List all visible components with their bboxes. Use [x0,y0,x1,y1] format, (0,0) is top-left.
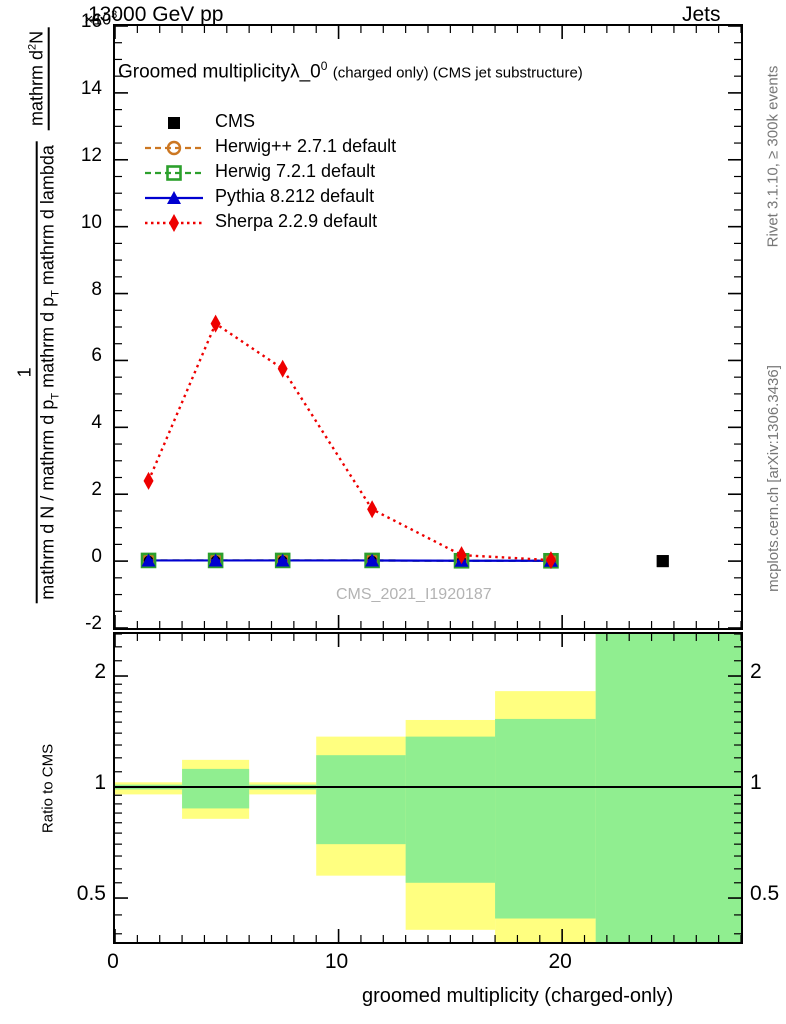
main-plot-panel [113,24,743,630]
ratio-plot-canvas [115,634,741,942]
main-y-tick-label: 2 [91,479,102,501]
ratio-y-tick-label-right: 0.5 [750,882,780,906]
ratio-green-band [182,768,250,809]
legend-item[interactable]: Herwig 7.2.1 default [143,160,473,185]
x-tick-label: 0 [107,950,119,973]
ratio-y-tick-label: 2 [94,660,106,684]
legend-label: Sherpa 2.2.9 default [215,211,378,231]
legend-label: Herwig++ 2.7.1 default [215,136,397,156]
main-y-axis-label: 1 mathrm d N / mathrm d pT mathrm d pT m… [15,15,62,615]
main-y-tick-label: 6 [91,345,102,367]
ratio-y-tick-label-right: 2 [750,660,762,684]
analysis-id-watermark: CMS_2021_I1920187 [336,586,492,603]
main-y-tick-label: 16 [80,11,102,32]
legend-item[interactable]: Sherpa 2.2.9 default [143,210,473,235]
legend: CMS Herwig++ 2.7.1 default Herwig 7.2.1 de… [143,110,473,235]
plot-title: Groomed multiplicityλ_00 (charged only) … [118,59,583,83]
analysis-category-label: Jets [682,3,721,26]
legend-marker-square-open-icon [143,160,205,185]
ratio-y-tick-label-right: 1 [750,771,762,795]
main-plot-canvas [115,26,741,628]
legend-label: CMS [215,111,255,131]
main-y-tick-label: 10 [80,211,102,233]
ratio-green-band [405,736,496,883]
main-y-tick-label: -2 [85,613,102,634]
main-y-tick-label: 14 [80,77,102,99]
generator-info-label: Rivet 3.1.10, ≥ 300k events [764,65,782,248]
legend-item[interactable]: CMS [143,110,473,135]
x-axis-title: groomed multiplicity (charged-only) [362,985,674,1007]
legend-item[interactable]: Herwig++ 2.7.1 default [143,135,473,160]
legend-marker-square-filled-icon [143,110,205,135]
ratio-green-band [495,718,596,919]
main-y-tick-label: 4 [91,412,102,434]
legend-marker-diamond-filled-icon [143,210,205,235]
x-tick-label: 20 [548,950,572,973]
main-y-tick-label: 12 [80,144,102,166]
legend-label: Herwig 7.2.1 default [215,161,376,181]
mcplots-reference-label: mcplots.cern.ch [arXiv:1306.3436] [765,365,782,592]
ratio-y-tick-label: 0.5 [76,882,106,906]
x-tick-label: 10 [324,950,349,973]
main-y-tick-label: 8 [91,278,102,300]
ratio-y-tick-label: 1 [94,771,106,795]
y-scale-exponent: ×103 [84,9,118,29]
main-y-tick-label: 0 [91,546,102,568]
legend-marker-circle-open-icon [143,135,205,160]
ratio-plot-panel [113,632,743,944]
legend-marker-triangle-filled-icon [143,185,205,210]
beam-energy-label: 13000 GeV pp [88,3,224,26]
legend-item[interactable]: Pythia 8.212 default [143,185,473,210]
ratio-green-band [316,755,406,845]
legend-label: Pythia 8.212 default [215,186,375,206]
